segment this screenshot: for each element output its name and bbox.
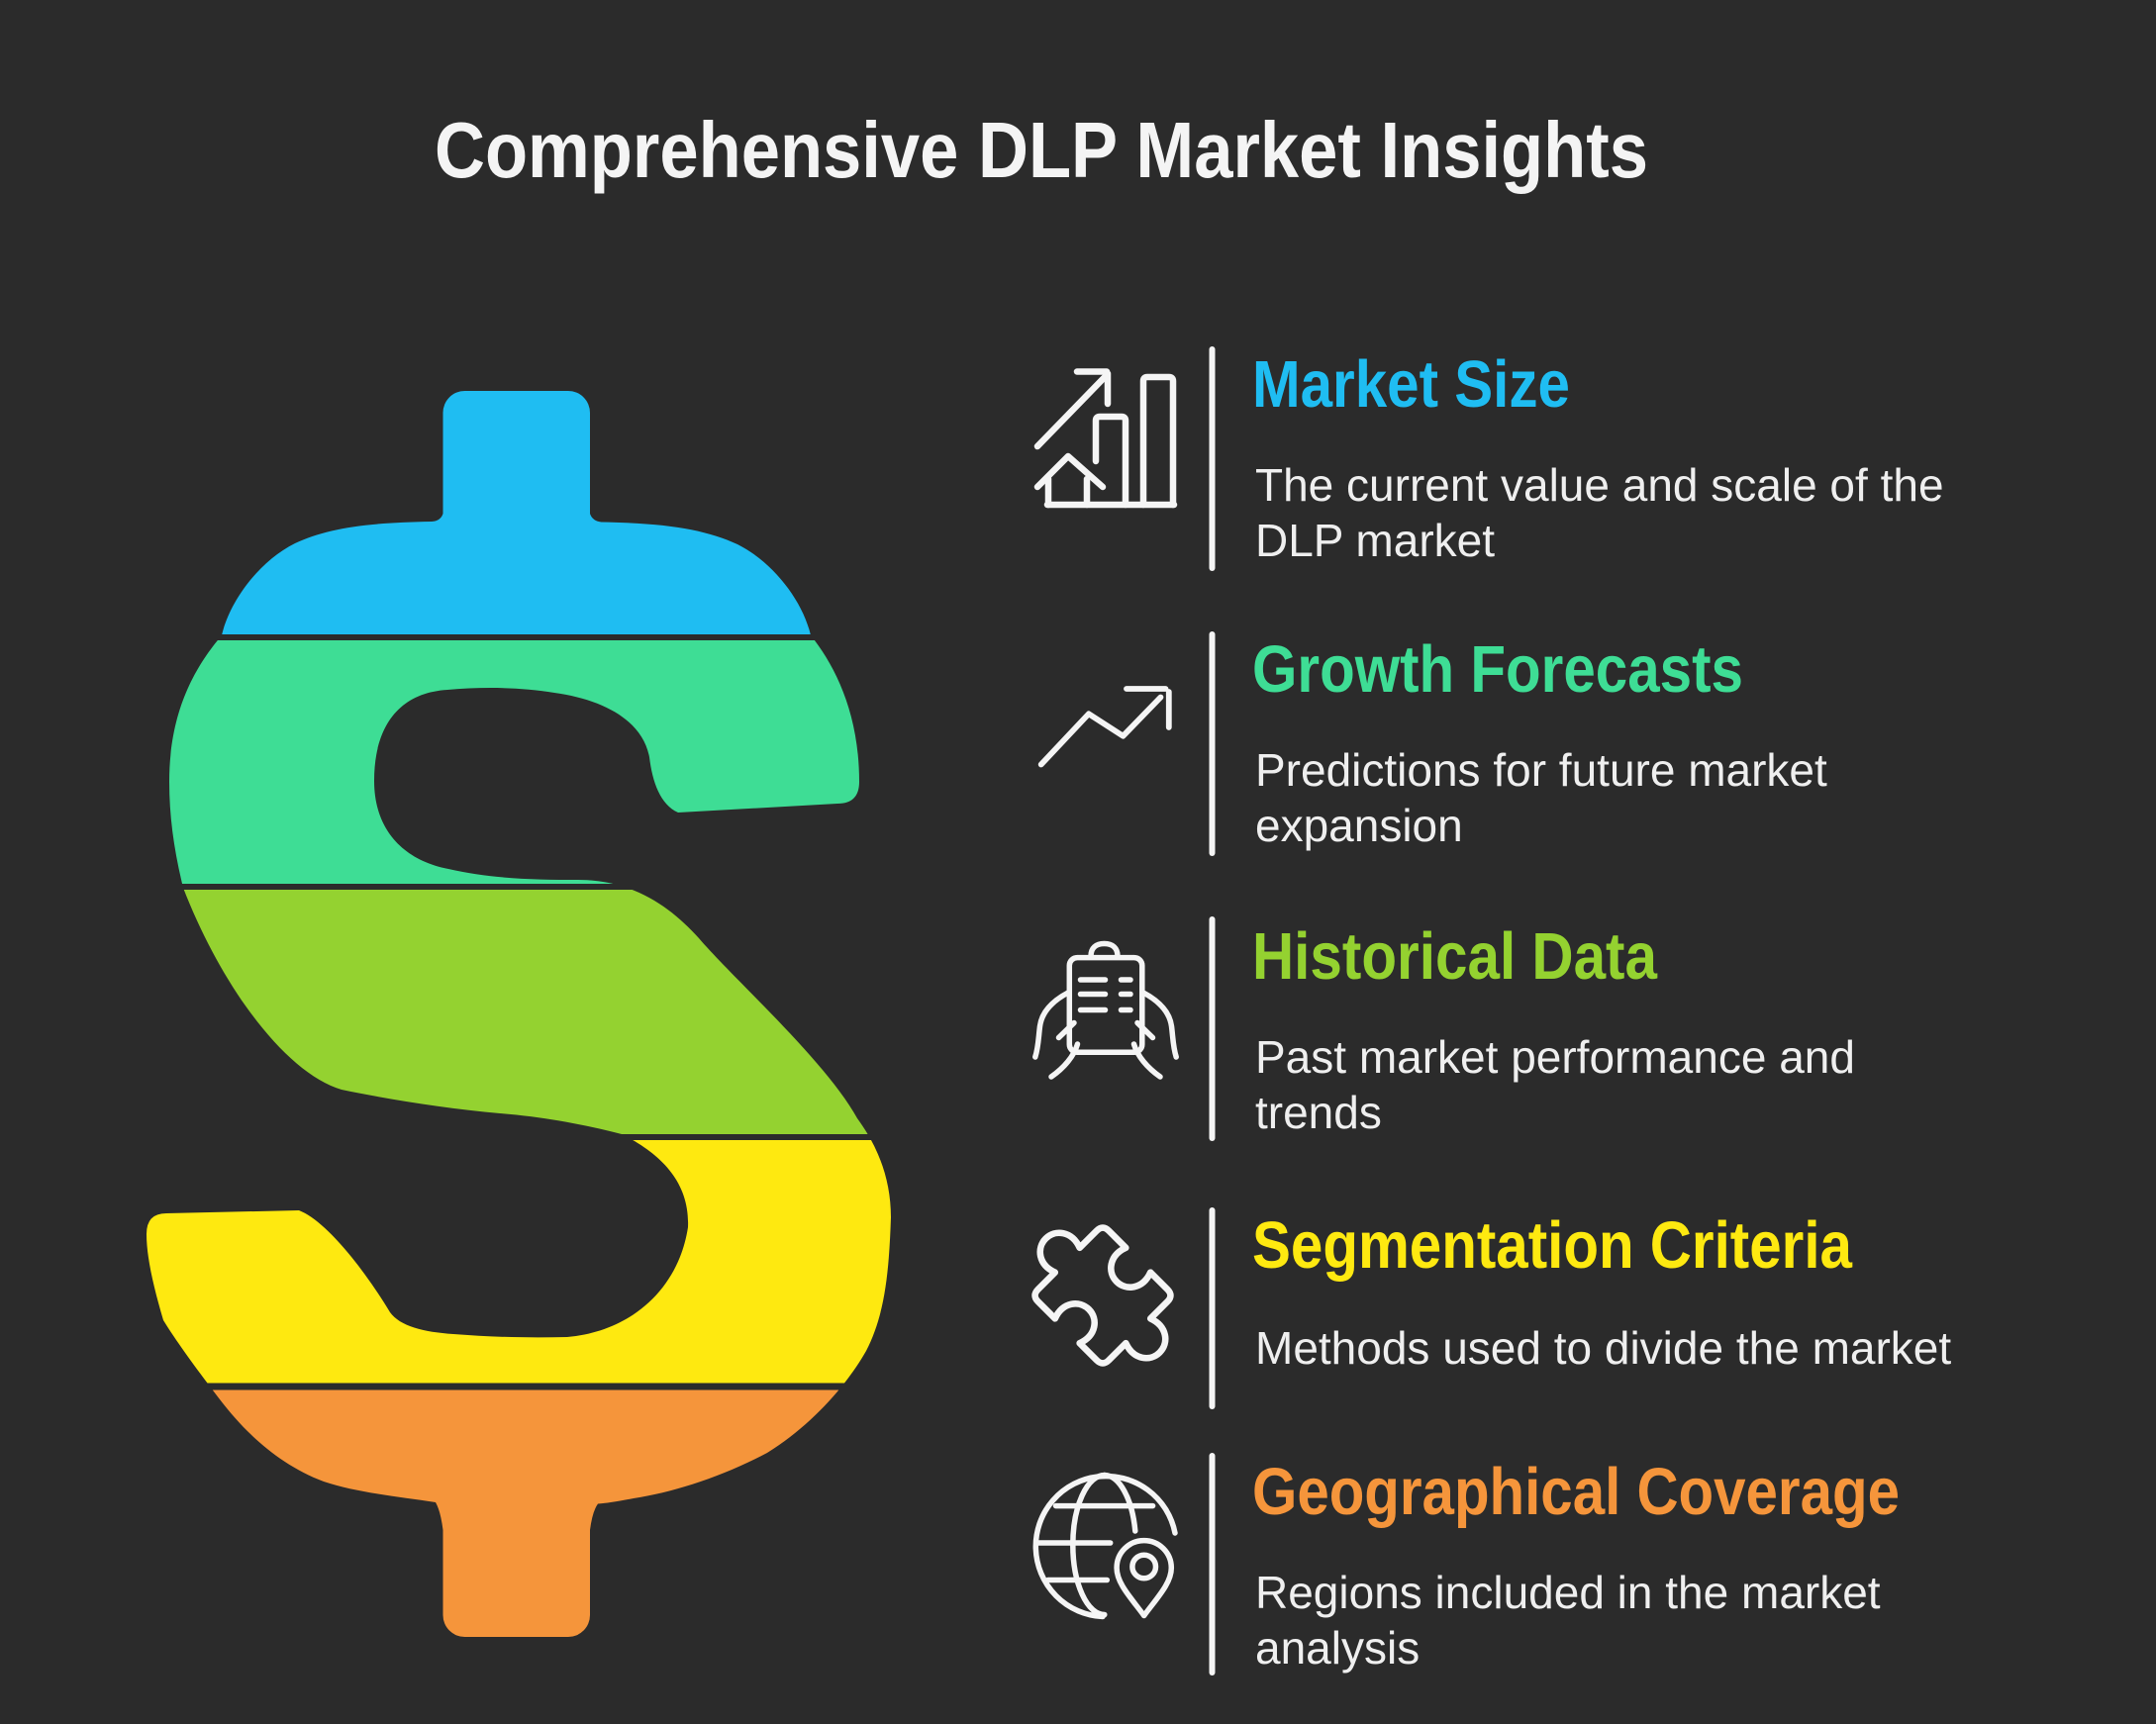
svg-text:expansion: expansion	[1255, 800, 1463, 851]
svg-text:DLP market: DLP market	[1255, 515, 1495, 566]
svg-text:Comprehensive DLP Market Insig: Comprehensive DLP Market Insights	[435, 106, 1648, 194]
svg-text:Past market performance and: Past market performance and	[1255, 1031, 1855, 1083]
svg-text:Growth Forecasts: Growth Forecasts	[1252, 632, 1743, 707]
svg-text:Predictions for future market: Predictions for future market	[1255, 744, 1827, 796]
svg-text:Market Size: Market Size	[1252, 347, 1570, 422]
svg-text:The current value and scale of: The current value and scale of the	[1255, 459, 1944, 511]
svg-text:analysis: analysis	[1255, 1622, 1420, 1674]
svg-text:Regions included in the market: Regions included in the market	[1255, 1567, 1881, 1618]
svg-text:trends: trends	[1255, 1087, 1382, 1138]
svg-text:Geographical Coverage: Geographical Coverage	[1252, 1455, 1900, 1529]
svg-text:Historical Data: Historical Data	[1252, 919, 1658, 994]
svg-text:Methods used to divide the mar: Methods used to divide the market	[1255, 1322, 1951, 1374]
svg-text:Segmentation Criteria: Segmentation Criteria	[1252, 1208, 1853, 1283]
